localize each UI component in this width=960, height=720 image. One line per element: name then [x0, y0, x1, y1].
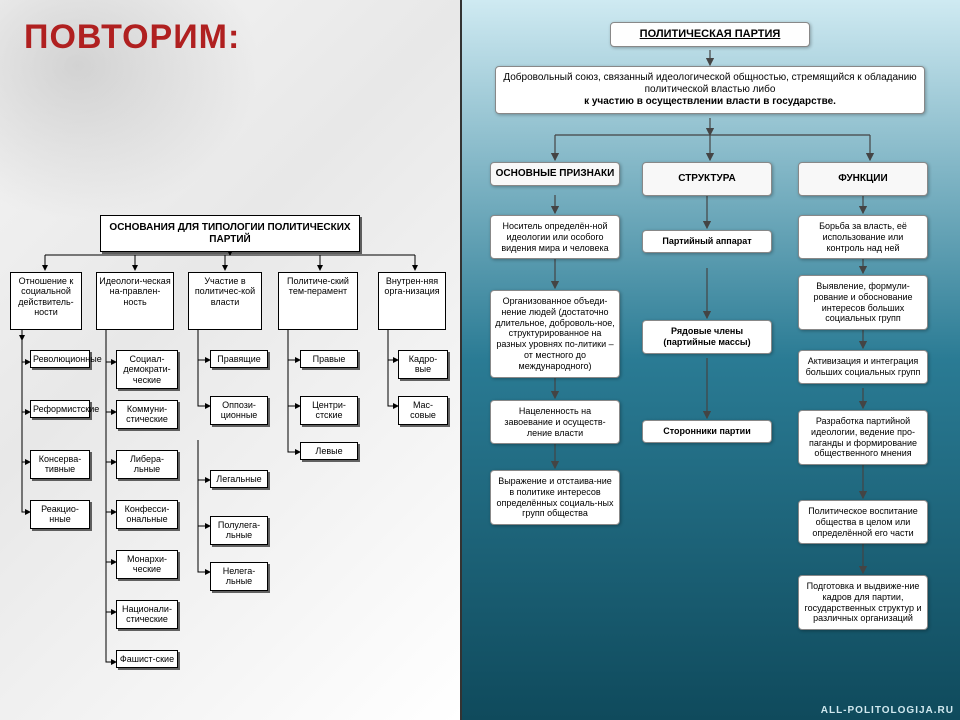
diagram-node: Либера-льные	[116, 450, 178, 479]
diagram-node: Выражение и отстаива-ние в политике инте…	[490, 470, 620, 525]
right-definition-bold: к участию в осуществлении власти в госуд…	[584, 96, 836, 107]
diagram-node: Правые	[300, 350, 358, 368]
right-col-head-0: ОСНОВНЫЕ ПРИЗНАКИ	[490, 162, 620, 186]
page-title: ПОВТОРИМ:	[24, 18, 240, 57]
right-col-head-2: ФУНКЦИИ	[798, 162, 928, 196]
diagram-node: Легальные	[210, 470, 268, 488]
right-root: ПОЛИТИЧЕСКАЯ ПАРТИЯ	[610, 22, 810, 47]
diagram-node: Организованное объеди-нение людей (доста…	[490, 290, 620, 378]
diagram-node: Полулега-льные	[210, 516, 268, 545]
left-col-head-4: Внутрен-няя орга-низация	[378, 272, 446, 330]
diagram-node: Социал-демократи-ческие	[116, 350, 178, 389]
diagram-node: Фашист-ские	[116, 650, 178, 668]
diagram-node: Носитель определён-ной идеологии или осо…	[490, 215, 620, 259]
diagram-node: Реформистские	[30, 400, 90, 418]
left-col-head-1: Идеологи-ческая на-правлен-ность	[96, 272, 174, 330]
diagram-node: Активизация и интеграция больших социаль…	[798, 350, 928, 384]
diagram-node: Революционные	[30, 350, 90, 368]
diagram-node: Политическое воспитание общества в целом…	[798, 500, 928, 544]
right-definition-text: Добровольный союз, связанный идеологичес…	[503, 72, 916, 95]
diagram-node: Реакцио-нные	[30, 500, 90, 529]
left-col-head-2: Участие в политичес-кой власти	[188, 272, 262, 330]
left-col-head-3: Политиче-ский тем-перамент	[278, 272, 358, 330]
left-root: ОСНОВАНИЯ ДЛЯ ТИПОЛОГИИ ПОЛИТИЧЕСКИХ ПАР…	[100, 215, 360, 252]
left-col-head-0: Отношение к социальной действитель-ности	[10, 272, 82, 330]
diagram-node: Нацеленность на завоевание и осуществ-ле…	[490, 400, 620, 444]
diagram-node: Сторонники партии	[642, 420, 772, 443]
diagram-node: Правящие	[210, 350, 268, 368]
diagram-node: Мас-совые	[398, 396, 448, 425]
diagram-node: Консерва-тивные	[30, 450, 90, 479]
diagram-node: Конфесси-ональные	[116, 500, 178, 529]
watermark: ALL-POLITOLOGIJA.RU	[821, 705, 954, 716]
diagram-node: Национали-стические	[116, 600, 178, 629]
right-col-head-1: СТРУКТУРА	[642, 162, 772, 196]
diagram-node: Выявление, формули-рование и обоснование…	[798, 275, 928, 330]
diagram-node: Разработка партийной идеологии, ведение …	[798, 410, 928, 465]
diagram-node: Центри-стские	[300, 396, 358, 425]
diagram-node: Коммуни-стические	[116, 400, 178, 429]
diagram-node: Рядовые члены (партийные массы)	[642, 320, 772, 354]
diagram-node: Партийный аппарат	[642, 230, 772, 253]
diagram-node: Нелега-льные	[210, 562, 268, 591]
diagram-node: Подготовка и выдвиже-ние кадров для парт…	[798, 575, 928, 630]
diagram-node: Оппози-ционные	[210, 396, 268, 425]
diagram-node: Монархи-ческие	[116, 550, 178, 579]
diagram-node: Борьба за власть, её использование или к…	[798, 215, 928, 259]
diagram-node: Левые	[300, 442, 358, 460]
right-definition: Добровольный союз, связанный идеологичес…	[495, 66, 925, 114]
diagram-node: Кадро-вые	[398, 350, 448, 379]
